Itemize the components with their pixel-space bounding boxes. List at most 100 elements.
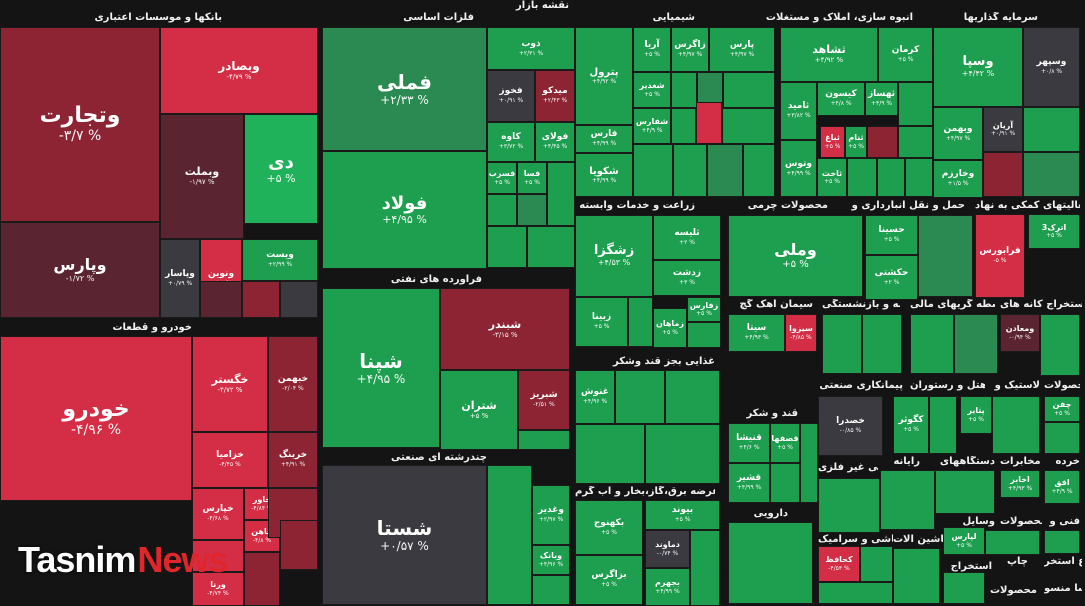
stock-tile[interactable]: [1044, 530, 1080, 554]
stock-tile[interactable]: [671, 108, 696, 144]
stock-tile[interactable]: [880, 470, 935, 530]
stock-tile[interactable]: [898, 126, 933, 158]
stock-tile[interactable]: کیسون +۴/۸ %: [817, 82, 865, 116]
stock-tile[interactable]: اخابر +۴/۹۳ %: [1000, 470, 1040, 498]
stock-tile[interactable]: [770, 463, 800, 503]
stock-tile[interactable]: [645, 424, 720, 484]
stock-tile[interactable]: خگستر -۴/۷۲ %: [192, 336, 268, 432]
stock-tile[interactable]: وپاسار +۰/۷۹ %: [160, 239, 200, 318]
stock-tile[interactable]: پتایر +۵ %: [960, 396, 992, 434]
stock-tile[interactable]: [687, 322, 721, 348]
stock-tile[interactable]: سیزوا -۴/۸۵ %: [785, 314, 817, 352]
stock-tile[interactable]: [722, 108, 775, 144]
stock-tile[interactable]: [517, 194, 547, 226]
stock-tile[interactable]: شبندر -۳/۱۵ %: [440, 288, 570, 370]
stock-tile[interactable]: [244, 552, 280, 606]
stock-tile[interactable]: فخوز +۰/۹۱ %: [487, 70, 535, 122]
stock-tile[interactable]: [822, 314, 862, 374]
stock-tile[interactable]: [1023, 152, 1080, 197]
stock-tile[interactable]: [615, 370, 665, 424]
stock-tile[interactable]: فارس +۴/۹۹ %: [575, 125, 633, 153]
stock-tile[interactable]: فولای +۴/۴۵ %: [535, 122, 575, 162]
stock-tile[interactable]: فرابورس -۵ %: [975, 214, 1025, 298]
stock-tile[interactable]: میدکو +۲/۴۳ %: [535, 70, 575, 122]
stock-tile[interactable]: [800, 423, 818, 503]
stock-tile[interactable]: وبملت -۱/۹۷ %: [160, 114, 244, 239]
stock-tile[interactable]: بزاگرس +۵ %: [575, 555, 643, 605]
stock-tile[interactable]: سیتا +۴/۹۳ %: [728, 314, 785, 352]
stock-tile[interactable]: زماهان +۵ %: [653, 308, 687, 348]
stock-tile[interactable]: [200, 281, 242, 318]
stock-tile[interactable]: ثشاهد +۴/۹۲ %: [780, 27, 878, 82]
stock-tile[interactable]: چفن +۵ %: [1044, 396, 1080, 422]
stock-tile[interactable]: قشیر +۴/۹۹ %: [728, 463, 770, 503]
stock-tile[interactable]: دی +۵ %: [244, 114, 318, 224]
stock-tile[interactable]: خبهمن -۲/۰۴ %: [268, 336, 318, 432]
stock-tile[interactable]: [671, 72, 697, 108]
stock-tile[interactable]: [893, 548, 940, 604]
stock-tile[interactable]: کاوه +۳/۷۲ %: [487, 122, 535, 162]
stock-tile[interactable]: ثنام +۵ %: [845, 126, 867, 158]
stock-tile[interactable]: وسپهر +۰/۸ %: [1023, 27, 1080, 107]
stock-tile[interactable]: وخارزم +۱/۵ %: [933, 160, 983, 198]
stock-tile[interactable]: [818, 582, 893, 604]
stock-tile[interactable]: [628, 297, 653, 347]
stock-tile[interactable]: [918, 215, 973, 297]
stock-tile[interactable]: وبانک +۴/۹۶ %: [532, 545, 570, 575]
stock-tile[interactable]: اترک3 +۵ %: [1028, 214, 1080, 249]
stock-tile[interactable]: آریا +۵ %: [633, 27, 671, 72]
stock-tile[interactable]: پترول +۴/۹۲ %: [575, 27, 633, 125]
stock-tile[interactable]: [242, 281, 280, 318]
stock-tile[interactable]: [728, 522, 813, 604]
stock-tile[interactable]: [743, 144, 775, 197]
stock-tile[interactable]: [929, 396, 957, 454]
stock-tile[interactable]: خپارس -۴/۶۸ %: [192, 488, 244, 540]
stock-tile[interactable]: ویست +۲/۹۹ %: [242, 239, 318, 281]
stock-tile[interactable]: [547, 162, 575, 226]
stock-tile[interactable]: [665, 370, 720, 424]
stock-tile[interactable]: خصدرا -۰/۸۵ %: [818, 396, 883, 456]
stock-tile[interactable]: [673, 144, 707, 197]
stock-tile[interactable]: وسپا +۴/۴۲ %: [933, 27, 1023, 107]
stock-tile[interactable]: [280, 281, 318, 318]
stock-tile[interactable]: آریان +۰/۹۱ %: [983, 107, 1023, 152]
stock-tile[interactable]: شکویا +۴/۹۹ %: [575, 153, 633, 197]
stock-tile[interactable]: زشگزا +۴/۵۳ %: [575, 215, 653, 297]
stock-tile[interactable]: [527, 226, 575, 268]
stock-tile[interactable]: [575, 424, 645, 484]
stock-tile[interactable]: [910, 314, 954, 374]
stock-tile[interactable]: لپارس +۵ %: [943, 527, 985, 555]
stock-tile[interactable]: وبهمن +۴/۹۷ %: [933, 107, 983, 160]
stock-tile[interactable]: ورنا -۴/۷۴ %: [192, 572, 244, 606]
stock-tile[interactable]: [707, 144, 743, 197]
stock-tile[interactable]: [690, 530, 720, 606]
stock-tile[interactable]: [487, 465, 532, 605]
stock-tile[interactable]: غنوش +۴/۹۶ %: [575, 370, 615, 424]
stock-tile[interactable]: کرمان +۵ %: [878, 27, 933, 82]
stock-tile[interactable]: فولاد +۴/۹۵ %: [322, 151, 487, 269]
stock-tile[interactable]: شفارس +۴/۹ %: [633, 108, 671, 144]
stock-tile[interactable]: [696, 102, 722, 144]
stock-tile[interactable]: [983, 152, 1023, 197]
stock-tile[interactable]: [992, 396, 1040, 454]
stock-tile[interactable]: زاگرس +۴/۹۷ %: [671, 27, 709, 72]
stock-tile[interactable]: وغدیر +۲/۹۷ %: [532, 485, 570, 545]
stock-tile[interactable]: خودرو -۴/۹۶ %: [0, 336, 192, 501]
stock-tile[interactable]: [280, 520, 318, 570]
stock-tile[interactable]: [867, 126, 898, 158]
stock-tile[interactable]: کحافظ -۴/۵۴ %: [818, 546, 860, 582]
stock-tile[interactable]: [943, 572, 985, 604]
stock-tile[interactable]: [877, 158, 905, 197]
stock-tile[interactable]: دماوند -۰/۷۴ %: [645, 530, 690, 568]
stock-tile[interactable]: [905, 158, 933, 197]
stock-tile[interactable]: کگوثر +۵ %: [893, 396, 929, 454]
stock-tile[interactable]: ثباغ +۵ %: [820, 126, 845, 158]
stock-tile[interactable]: بجهرم +۴/۹۹ %: [645, 568, 690, 606]
stock-tile[interactable]: [518, 430, 570, 450]
stock-tile[interactable]: بکهنوج +۵ %: [575, 500, 643, 555]
stock-tile[interactable]: قصفها +۵ %: [770, 423, 800, 463]
stock-tile[interactable]: فملی +۲/۳۳ %: [322, 27, 487, 151]
stock-tile[interactable]: [1040, 314, 1080, 376]
stock-tile[interactable]: ثامید +۳/۸۲ %: [780, 82, 817, 140]
stock-tile[interactable]: [192, 540, 244, 572]
